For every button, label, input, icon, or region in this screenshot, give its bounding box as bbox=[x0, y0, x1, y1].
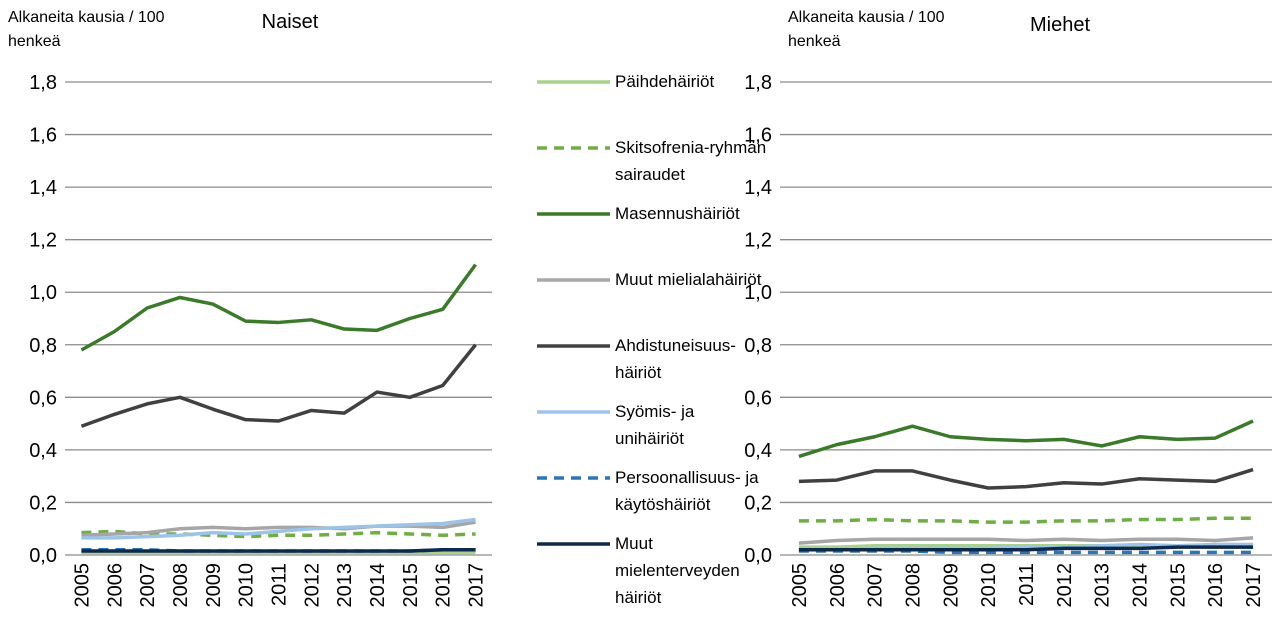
y-tick-label: 0,0 bbox=[29, 545, 57, 567]
y-tick-label: 0,8 bbox=[744, 335, 772, 357]
chart-title: Naiset bbox=[262, 11, 319, 33]
legend-label: Ahdistuneisuus-häiriöt bbox=[615, 336, 736, 382]
x-tick-label: 2008 bbox=[170, 563, 192, 608]
x-tick-label: 2011 bbox=[269, 563, 291, 606]
x-tick-label: 2006 bbox=[827, 563, 849, 608]
x-tick-label: 2007 bbox=[137, 563, 159, 608]
x-tick-label: 2012 bbox=[1054, 563, 1076, 608]
y-axis-label: Alkaneita kausia / 100 henkeä bbox=[788, 9, 945, 50]
x-tick-label: 2013 bbox=[1092, 563, 1114, 608]
series-line bbox=[80, 343, 477, 428]
x-tick-label: 2017 bbox=[1243, 563, 1265, 608]
x-tick-label: 2015 bbox=[400, 563, 422, 608]
x-tick-label: 2009 bbox=[940, 563, 962, 608]
x-tick-label: 2010 bbox=[978, 563, 1000, 608]
x-tick-label: 2013 bbox=[334, 563, 356, 608]
x-tick-label: 2010 bbox=[236, 563, 258, 608]
x-tick-label: 2005 bbox=[71, 563, 93, 608]
series-line bbox=[798, 536, 1254, 545]
x-tick-label: 2016 bbox=[1205, 563, 1227, 608]
y-tick-label: 0,8 bbox=[29, 335, 57, 357]
x-tick-label: 2016 bbox=[433, 563, 455, 608]
legend-label: Muut mielenterveyden häiriöt bbox=[615, 534, 740, 607]
x-tick-label: 2015 bbox=[1167, 563, 1189, 608]
legend-label: Persoonallisuus- ja käytöshäiriöt bbox=[615, 468, 759, 514]
y-tick-label: 1,4 bbox=[29, 177, 57, 199]
legend-label: Masennushäiriöt bbox=[615, 204, 740, 223]
legend-label: Skitsofrenia-ryhmän sairaudet bbox=[615, 138, 767, 184]
x-tick-label: 2012 bbox=[301, 563, 323, 608]
y-axis-label: Alkaneita kausia / 100 henkeä bbox=[8, 9, 165, 50]
legend-label: Päihdehäiriöt bbox=[615, 72, 715, 91]
series-line bbox=[81, 517, 476, 540]
y-tick-label: 0,2 bbox=[29, 492, 57, 514]
y-tick-label: 1,2 bbox=[29, 230, 57, 252]
x-tick-label: 2017 bbox=[466, 563, 488, 608]
y-tick-label: 0,4 bbox=[744, 440, 772, 462]
y-tick-label: 0,2 bbox=[744, 492, 772, 514]
x-tick-label: 2005 bbox=[789, 563, 811, 608]
y-tick-label: 1,0 bbox=[744, 282, 772, 304]
y-tick-label: 1,6 bbox=[29, 125, 57, 147]
series-line bbox=[81, 547, 476, 553]
y-tick-label: 1,8 bbox=[29, 72, 57, 94]
y-tick-label: 1,4 bbox=[744, 177, 772, 199]
y-tick-label: 1,8 bbox=[744, 72, 772, 94]
x-tick-label: 2014 bbox=[1130, 563, 1152, 608]
x-tick-label: 2008 bbox=[902, 563, 924, 608]
x-tick-label: 2014 bbox=[367, 563, 389, 608]
y-tick-label: 0,6 bbox=[744, 387, 772, 409]
x-tick-label: 2011 bbox=[1016, 563, 1038, 606]
series-line bbox=[798, 419, 1254, 459]
series-line bbox=[798, 545, 1254, 552]
y-tick-label: 0,0 bbox=[744, 545, 772, 567]
x-tick-label: 2006 bbox=[104, 563, 126, 608]
series-line bbox=[80, 263, 477, 352]
series-line bbox=[798, 516, 1254, 524]
series-line bbox=[81, 529, 476, 539]
y-tick-label: 0,4 bbox=[29, 440, 57, 462]
y-tick-label: 1,0 bbox=[29, 282, 57, 304]
legend-label: Muut mielialahäiriöt bbox=[615, 270, 762, 289]
x-tick-label: 2009 bbox=[203, 563, 225, 608]
y-tick-label: 0,6 bbox=[29, 387, 57, 409]
y-tick-label: 1,2 bbox=[744, 230, 772, 252]
series-line bbox=[798, 467, 1254, 490]
chart-title: Miehet bbox=[1030, 14, 1090, 36]
legend-label: Syömis- ja unihäiriöt bbox=[615, 402, 695, 448]
x-tick-label: 2007 bbox=[865, 563, 887, 608]
y-tick-label: 1,6 bbox=[744, 125, 772, 147]
